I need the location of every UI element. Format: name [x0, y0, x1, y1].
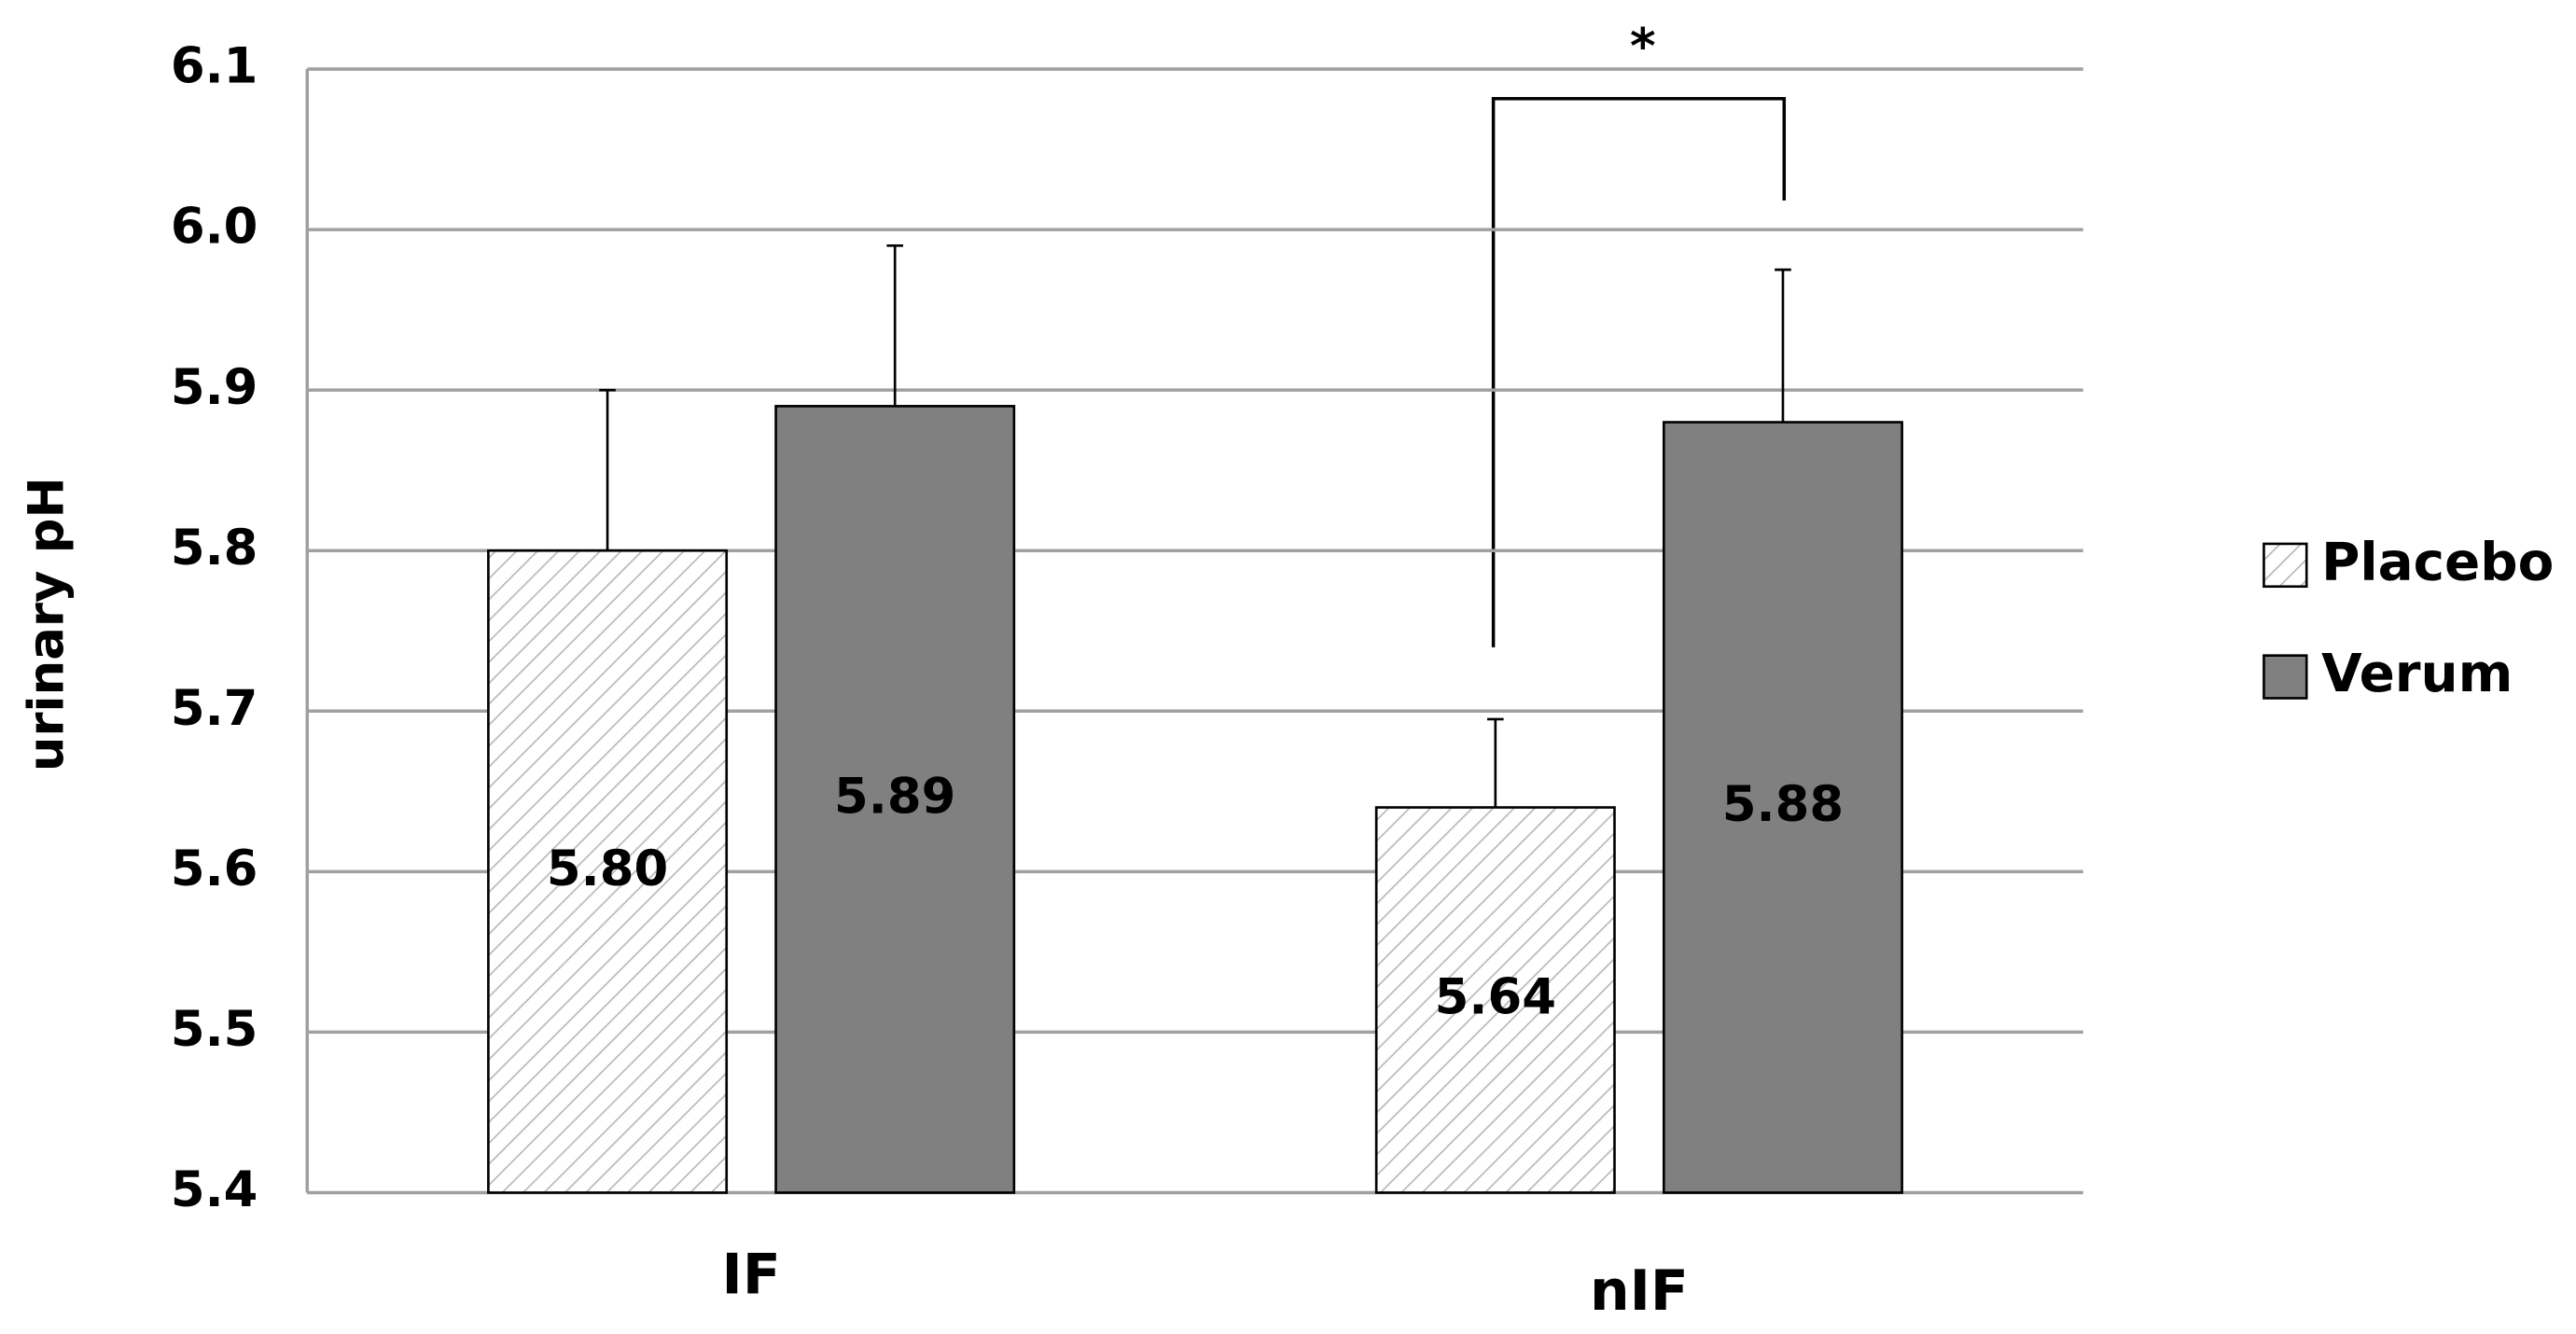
significance-bracket	[1491, 96, 1787, 647]
data-label: 5.64	[1435, 969, 1556, 1026]
data-label: 5.80	[547, 841, 668, 897]
significance-marker: *	[1630, 19, 1656, 76]
data-label: 5.89	[834, 769, 955, 826]
x-tick-label: nIF	[1590, 1258, 1689, 1324]
y-tick-label: 6.0	[171, 199, 258, 256]
y-axis-label: urinary pH	[18, 477, 75, 771]
x-tick-label: IF	[722, 1243, 781, 1308]
y-tick-label: 5.8	[171, 520, 258, 577]
y-tick-label: 5.6	[171, 841, 258, 897]
legend-swatch	[2263, 654, 2308, 700]
legend-label: Placebo	[2321, 532, 2554, 592]
bar	[774, 405, 1016, 1194]
y-tick-label: 5.5	[171, 1001, 258, 1058]
bar	[1662, 421, 1903, 1194]
y-tick-label: 6.1	[171, 38, 258, 95]
bar	[1374, 806, 1616, 1194]
y-tick-label: 5.7	[171, 680, 258, 737]
legend-swatch	[2263, 542, 2308, 589]
data-label: 5.88	[1722, 776, 1844, 833]
y-tick-label: 5.9	[171, 359, 258, 416]
legend-label: Verum	[2321, 644, 2513, 704]
y-tick-label: 5.4	[171, 1161, 258, 1218]
